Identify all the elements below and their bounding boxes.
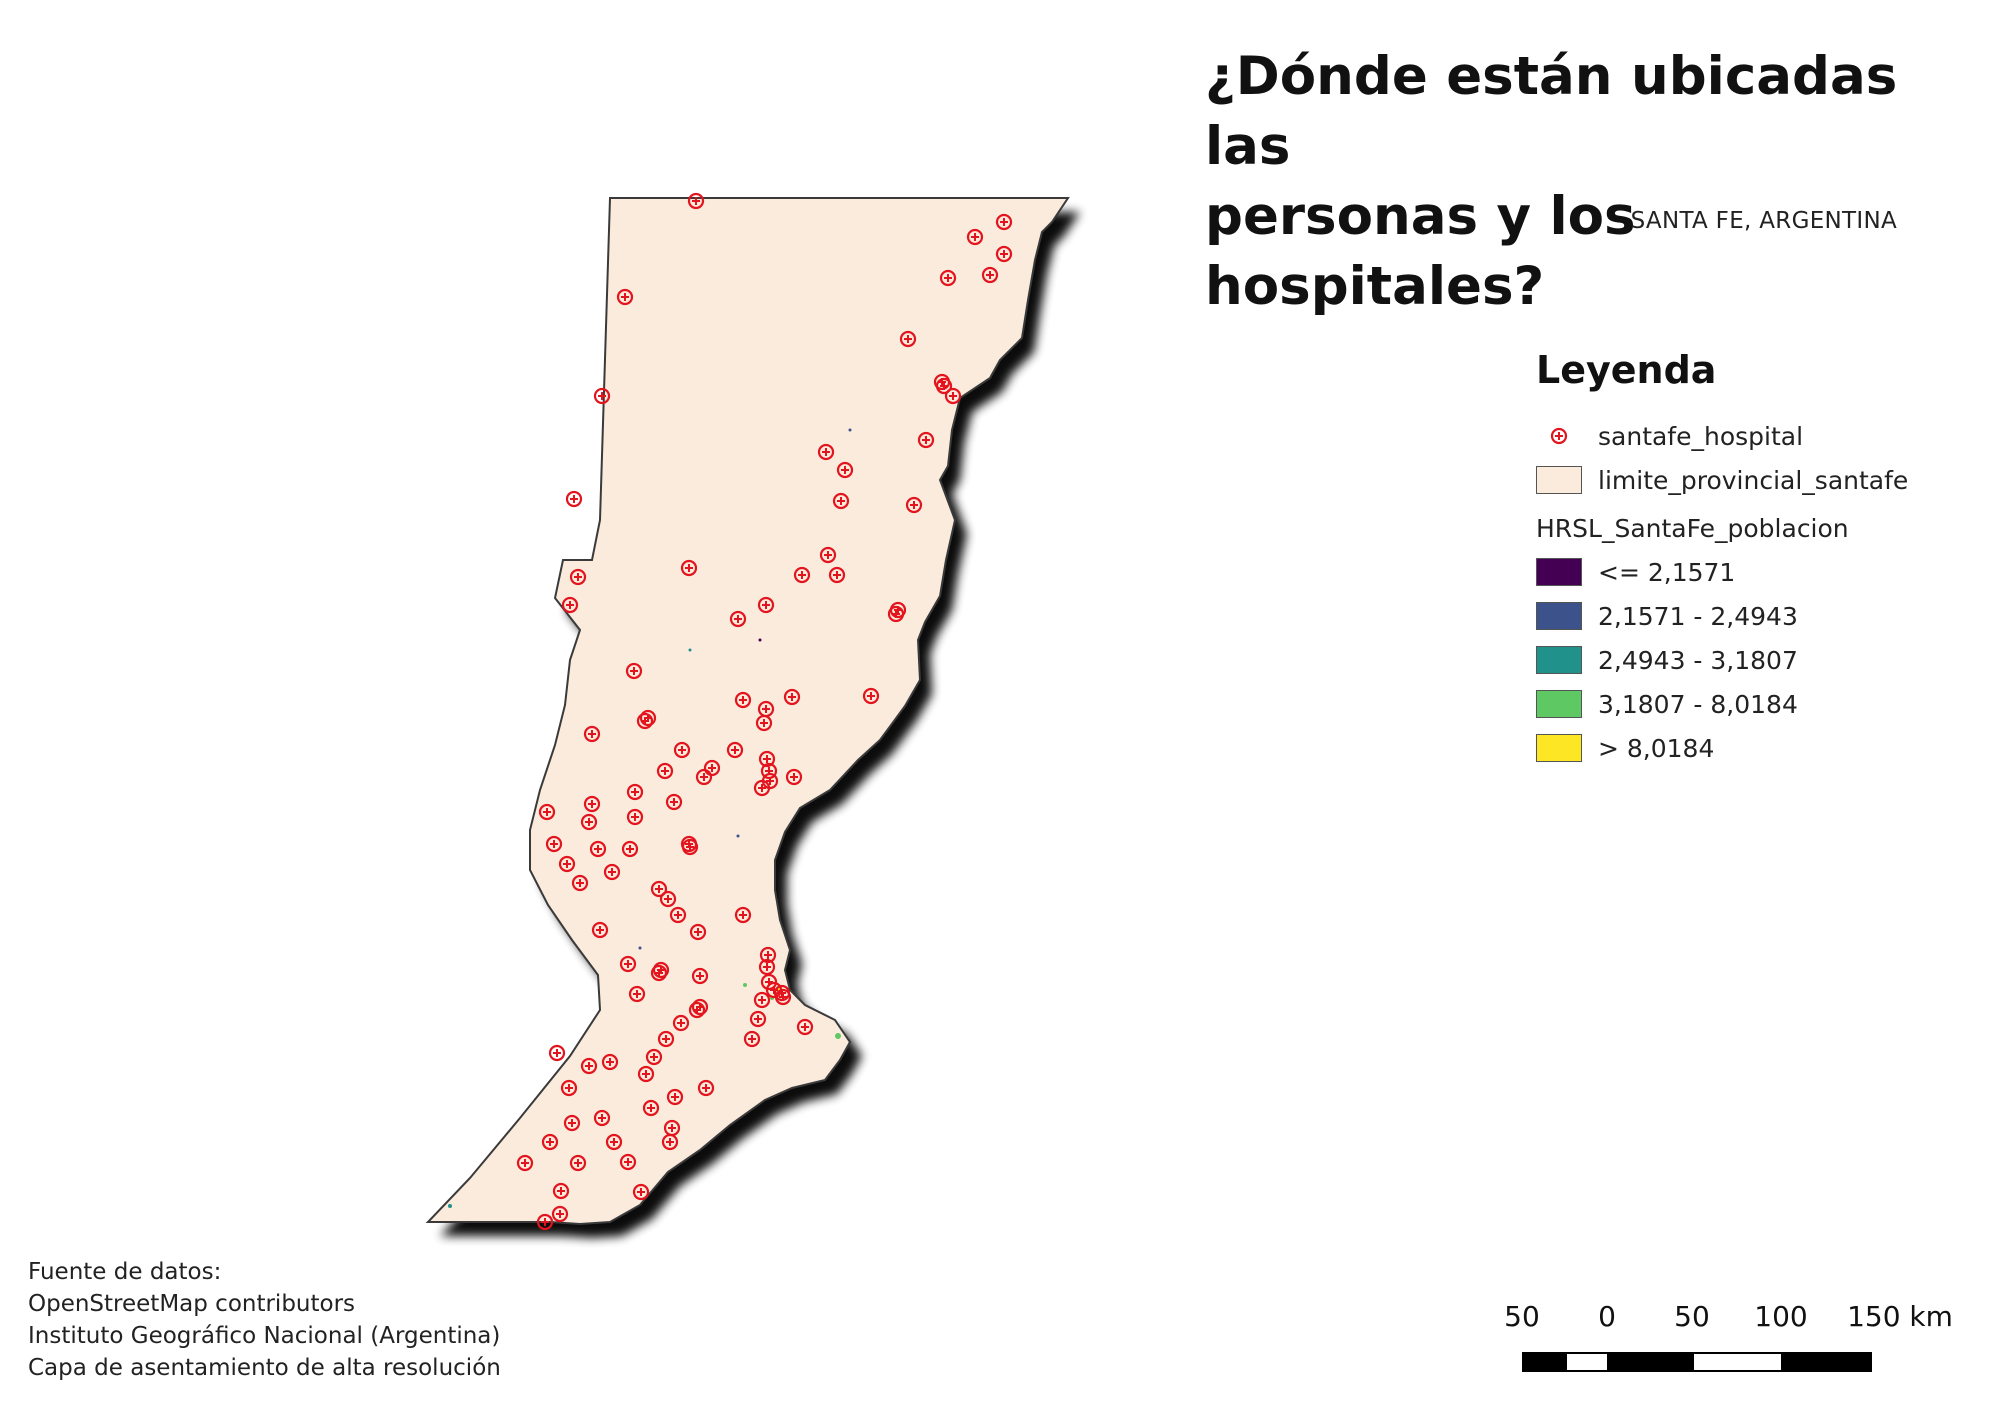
legend-class-label: 3,1807 - 8,0184 [1598,689,1798,719]
legend-class-2[interactable]: 2,1571 - 2,4943 [1536,594,1956,638]
scale-segment [1607,1352,1694,1372]
scale-label: 0 [1598,1300,1616,1333]
scale-bar: 50 0 50 100 150 km [1480,1300,1960,1380]
legend-class-5[interactable]: > 8,0184 [1536,726,1956,770]
map-title-line-1: ¿Dónde están ubicadas las [1205,46,1898,177]
hospital-marker [565,490,583,508]
province-swatch [1536,466,1582,494]
legend-item-province[interactable]: limite_provincial_santafe [1536,458,1956,502]
source-line: OpenStreetMap contributors [28,1291,356,1317]
class-swatch [1536,602,1582,630]
legend-class-3[interactable]: 2,4943 - 3,1807 [1536,638,1956,682]
scale-label: 50 [1504,1300,1540,1333]
source-line: Instituto Geográfico Nacional (Argentina… [28,1323,501,1349]
hospital-marker [548,1044,566,1062]
scale-segment [1522,1352,1567,1372]
scale-label: 50 [1674,1300,1710,1333]
scale-label: 150 km [1847,1300,1953,1333]
hospital-icon [1536,422,1582,450]
legend-item-hospital[interactable]: santafe_hospital [1536,414,1956,458]
legend-class-label: 2,4943 - 3,1807 [1598,645,1798,675]
legend-class-label: > 8,0184 [1598,733,1715,763]
map-title-line-2: personas y los hospitales? [1205,186,1636,317]
legend-item-label: limite_provincial_santafe [1598,465,1909,495]
class-swatch [1536,690,1582,718]
scale-label: 100 [1754,1300,1808,1333]
class-swatch [1536,734,1582,762]
map-subtitle: SANTA FE, ARGENTINA [1630,208,1897,234]
data-source-credits: Fuente de datos: OpenStreetMap contribut… [28,1256,501,1384]
map-title: ¿Dónde están ubicadas las personas y los… [1205,42,1965,322]
scale-segment [1565,1352,1609,1372]
legend: Leyenda santafe_hospital limite_provinci… [1536,348,1956,770]
scale-segment [1692,1352,1783,1372]
legend-class-4[interactable]: 3,1807 - 8,0184 [1536,682,1956,726]
legend-class-1[interactable]: <= 2,1571 [1536,550,1956,594]
class-swatch [1536,646,1582,674]
legend-population-group[interactable]: HRSL_SantaFe_poblacion [1536,513,1849,543]
legend-item-label: santafe_hospital [1598,421,1804,451]
province-boundary[interactable] [425,197,1070,1226]
class-swatch [1536,558,1582,586]
legend-class-label: <= 2,1571 [1598,557,1736,587]
legend-class-label: 2,1571 - 2,4943 [1598,601,1798,631]
legend-title: Leyenda [1536,348,1717,392]
source-line: Capa de asentamiento de alta resolución [28,1355,501,1381]
population-raster [448,428,852,1208]
scale-segment [1781,1352,1872,1372]
source-heading: Fuente de datos: [28,1259,222,1285]
